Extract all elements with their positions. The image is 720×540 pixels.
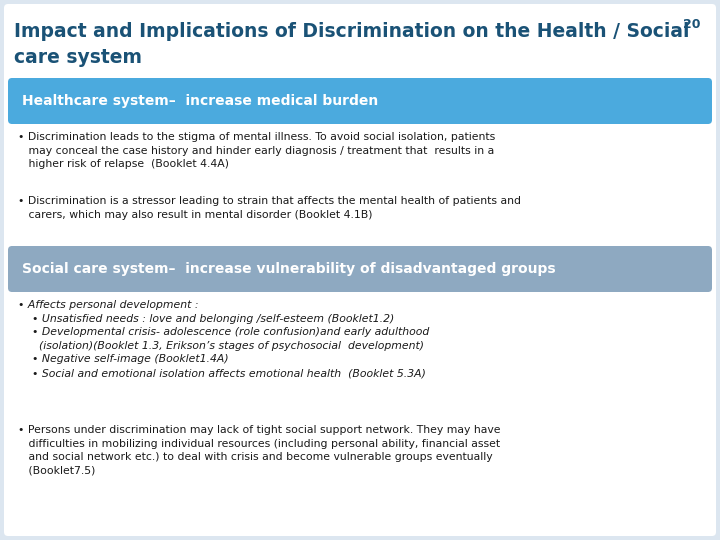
FancyBboxPatch shape [8, 246, 712, 292]
Text: 20: 20 [683, 18, 700, 31]
Text: Social care system–  increase vulnerability of disadvantaged groups: Social care system– increase vulnerabili… [22, 262, 556, 276]
FancyBboxPatch shape [8, 78, 712, 124]
Text: • Persons under discrimination may lack of tight social support network. They ma: • Persons under discrimination may lack … [18, 425, 500, 476]
Text: • Affects personal development :
    • Unsatisfied needs : love and belonging /s: • Affects personal development : • Unsat… [18, 300, 429, 378]
Text: Impact and Implications of Discrimination on the Health / Social: Impact and Implications of Discriminatio… [14, 22, 690, 41]
Text: care system: care system [14, 48, 142, 67]
FancyBboxPatch shape [4, 4, 716, 536]
Text: • Discrimination is a stressor leading to strain that affects the mental health : • Discrimination is a stressor leading t… [18, 196, 521, 220]
Text: • Discrimination leads to the stigma of mental illness. To avoid social isolatio: • Discrimination leads to the stigma of … [18, 132, 495, 169]
Text: Healthcare system–  increase medical burden: Healthcare system– increase medical burd… [22, 94, 378, 108]
